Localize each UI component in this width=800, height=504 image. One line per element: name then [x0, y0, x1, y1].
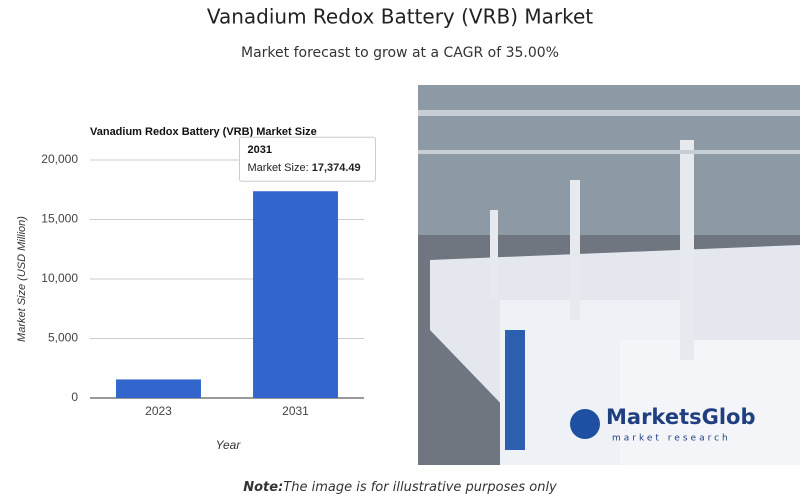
- plot: 0 5,000 10,000 15,000 20,000 2023 2031 2031 Mark…: [41, 136, 376, 418]
- brand-name: MarketsGlob: [606, 405, 756, 429]
- tooltip-box: [239, 136, 376, 182]
- illustration: [418, 85, 800, 465]
- tooltip-value: Market Size: 17,374.49: [248, 162, 361, 174]
- brand-tagline: market research: [612, 434, 731, 444]
- tooltip-category: 2031: [248, 144, 272, 156]
- note-prefix: Note:: [243, 480, 283, 495]
- page-subtitle: Market forecast to grow at a CAGR of 35.…: [241, 45, 559, 61]
- y-tick-label: 15,000: [41, 212, 78, 226]
- bar: [253, 191, 338, 398]
- note-text: The image is for illustrative purposes o…: [283, 480, 557, 495]
- tooltip-label: Market Size:: [248, 162, 309, 174]
- x-tick-label: 2023: [145, 404, 172, 418]
- y-axis-title: Market Size (USD Million): [16, 216, 28, 342]
- tooltip-number: 17,374.49: [312, 162, 361, 174]
- note: Note:The image is for illustrative purpo…: [243, 480, 557, 495]
- chart-title: Vanadium Redox Battery (VRB) Market Size: [90, 126, 317, 138]
- x-axis-title: Year: [216, 438, 242, 452]
- tooltip: 2031 Market Size: 17,374.49: [239, 136, 376, 182]
- page-title: Vanadium Redox Battery (VRB) Market: [207, 5, 593, 29]
- bar: [116, 379, 201, 398]
- y-tick-label: 0: [71, 390, 78, 404]
- x-tick-label: 2031: [282, 404, 309, 418]
- y-tick-label: 5,000: [48, 331, 78, 345]
- y-tick-label: 10,000: [41, 271, 78, 285]
- y-tick-label: 20,000: [41, 152, 78, 166]
